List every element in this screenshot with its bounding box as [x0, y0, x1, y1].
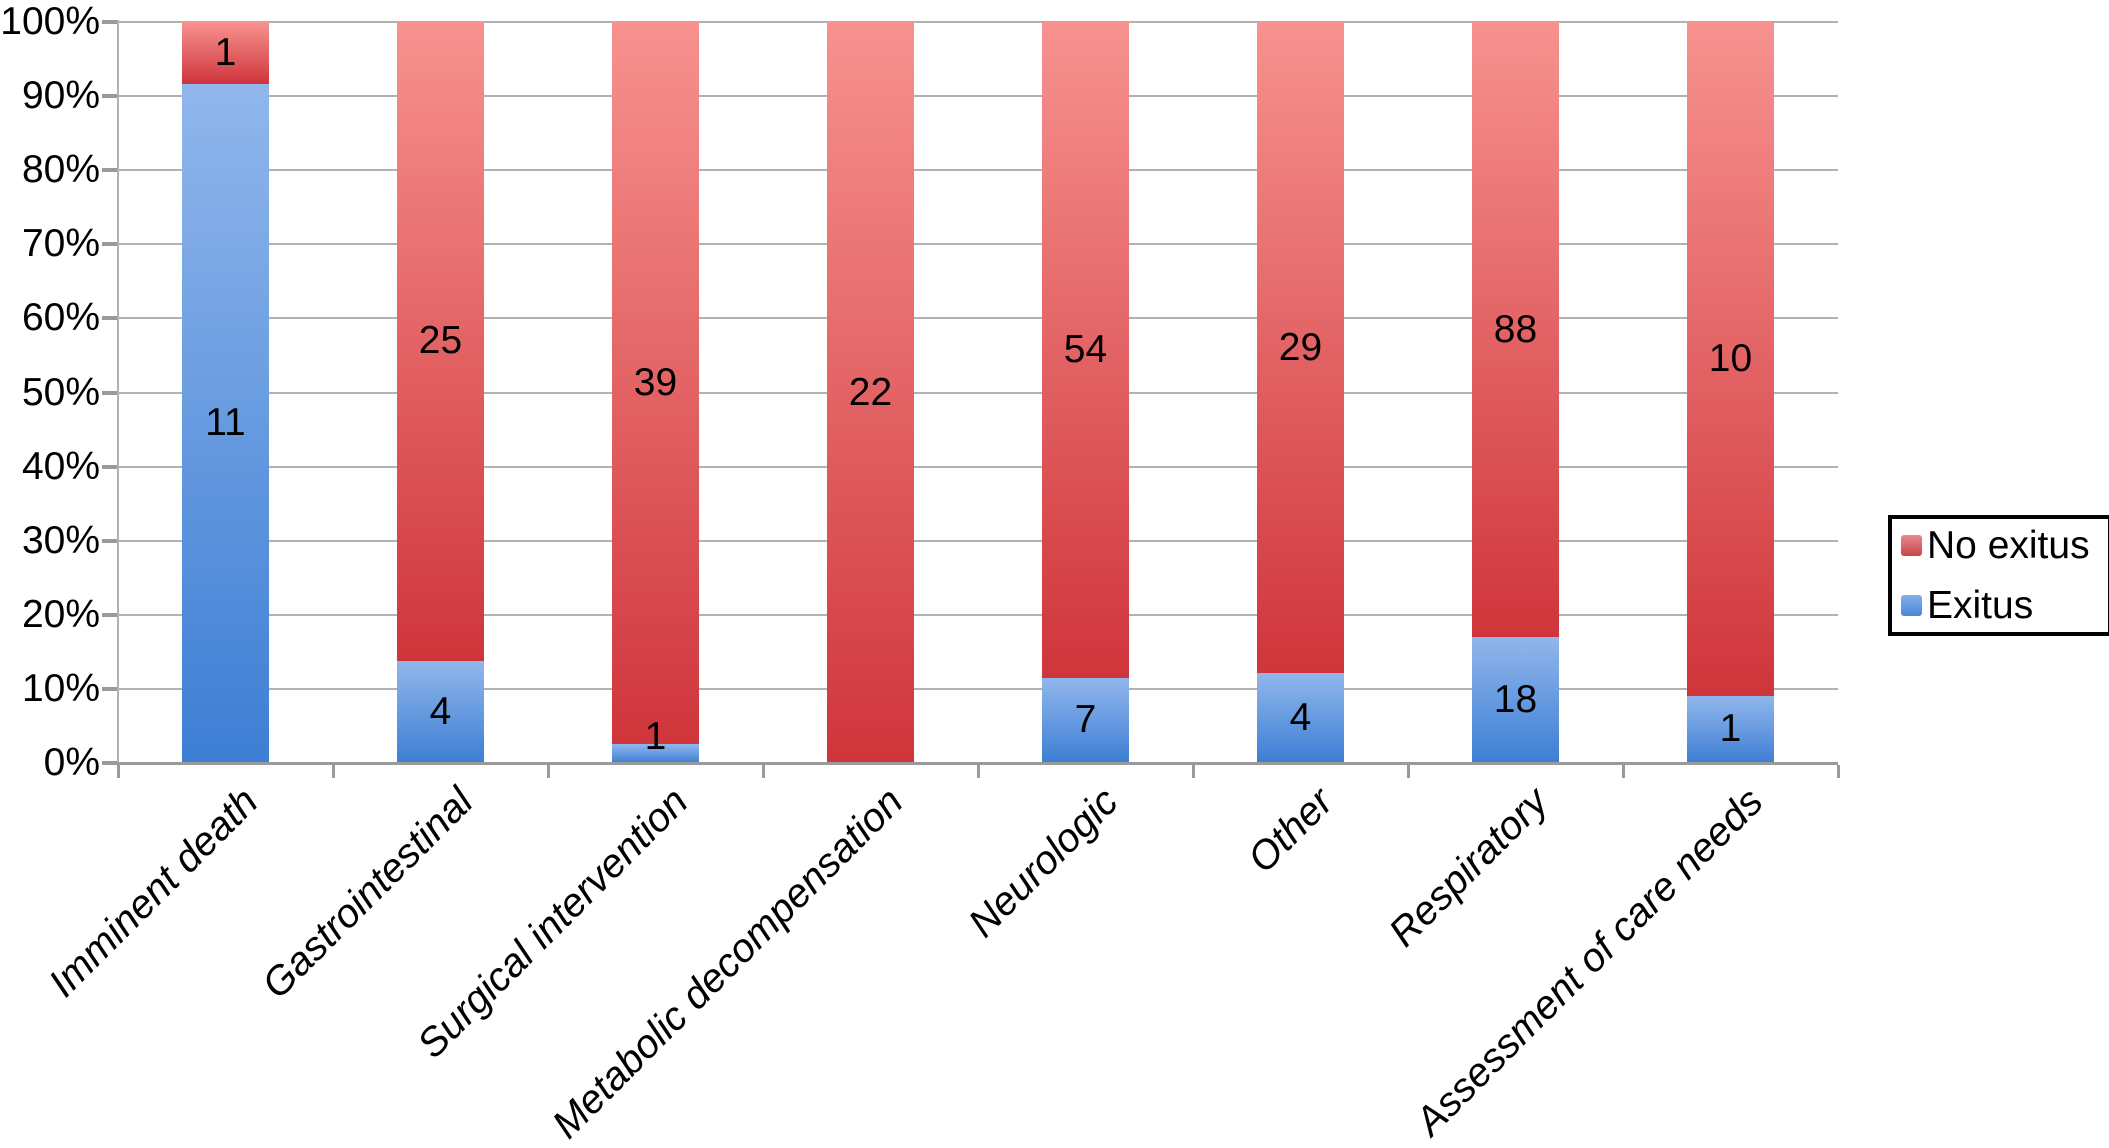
y-axis-tick — [102, 390, 118, 395]
gridline — [118, 243, 1838, 246]
x-axis-tick — [1407, 765, 1410, 778]
legend-swatch-no-exitus — [1901, 535, 1922, 556]
x-axis-tick — [547, 765, 550, 778]
y-axis-label: 50% — [21, 370, 100, 414]
bar-segment-no-exitus — [397, 22, 484, 661]
gridline — [118, 687, 1838, 690]
gridline — [118, 317, 1838, 320]
y-axis-label: 40% — [21, 444, 100, 488]
gridline — [118, 539, 1838, 542]
legend-swatch-exitus — [1901, 595, 1922, 616]
y-axis-label: 90% — [21, 74, 100, 118]
bar-segment-no-exitus — [1472, 22, 1559, 638]
x-axis-tick — [332, 765, 335, 778]
bar-segment-no-exitus — [612, 22, 699, 745]
segment-label: 4 — [429, 689, 452, 733]
y-axis-label: 20% — [21, 592, 100, 636]
y-axis-label: 60% — [21, 296, 100, 340]
gridline — [118, 465, 1838, 468]
bar-segment-no-exitus — [182, 22, 269, 84]
bar-segment-no-exitus — [1042, 22, 1129, 678]
y-axis-tick — [102, 464, 118, 469]
segment-label: 18 — [1493, 678, 1538, 722]
y-axis-tick — [102, 538, 118, 543]
y-axis-tick — [102, 242, 118, 247]
bar-segment-no-exitus — [1687, 22, 1774, 696]
segment-label: 10 — [1708, 336, 1753, 380]
legend-label-no-exitus: No exitus — [1927, 523, 2090, 567]
x-axis-tick — [977, 765, 980, 778]
segment-label: 7 — [1074, 698, 1097, 742]
y-axis-tick — [102, 94, 118, 99]
segment-label: 54 — [1063, 327, 1108, 371]
y-axis-tick — [102, 168, 118, 173]
y-axis-tick — [102, 20, 118, 24]
y-axis-label: 0% — [43, 741, 100, 784]
x-axis-tick — [1192, 765, 1195, 778]
segment-label: 1 — [644, 715, 667, 758]
bar-segment-exitus — [1042, 677, 1129, 763]
segment-label: 88 — [1493, 307, 1538, 351]
y-axis-tick — [102, 316, 118, 321]
bar-segment-exitus — [397, 660, 484, 763]
legend-label-exitus: Exitus — [1927, 583, 2034, 627]
segment-label: 29 — [1278, 325, 1323, 369]
legend-item-no-exitus: No exitus — [1901, 523, 2108, 569]
segment-label: 22 — [848, 370, 893, 414]
x-axis-tick — [1622, 765, 1625, 778]
gridline — [118, 21, 1838, 23]
bar-segment-exitus — [182, 83, 269, 763]
y-axis-tick — [102, 612, 118, 617]
segment-label: 4 — [1289, 696, 1312, 740]
x-axis-tick — [762, 765, 765, 778]
legend-item-exitus: Exitus — [1901, 583, 2108, 629]
y-axis-tick — [102, 686, 118, 691]
bar-segment-exitus — [1687, 695, 1774, 763]
x-axis-line — [103, 762, 1838, 765]
gridline — [118, 95, 1838, 98]
segment-label: 11 — [205, 401, 246, 445]
bar-segment-exitus — [1257, 673, 1344, 763]
bar-segment-exitus — [1472, 637, 1559, 763]
x-axis-tick — [117, 765, 120, 778]
gridline — [118, 169, 1838, 172]
gridline — [118, 613, 1838, 616]
segment-label: 1 — [214, 30, 237, 74]
y-axis-label: 30% — [21, 518, 100, 562]
y-axis-label: 80% — [21, 148, 100, 192]
segment-label: 39 — [633, 361, 678, 405]
gridline — [118, 391, 1838, 394]
y-axis-label: 100% — [0, 0, 100, 43]
x-axis-tick — [1837, 765, 1840, 778]
y-axis-label: 70% — [21, 222, 100, 266]
bar-segment-no-exitus — [827, 22, 914, 763]
bar-segment-exitus — [612, 744, 699, 763]
y-axis-label: 10% — [21, 666, 100, 710]
y-axis-line — [117, 20, 119, 763]
legend: No exitus Exitus — [1888, 515, 2109, 636]
segment-label: 1 — [1719, 707, 1742, 751]
bar-segment-no-exitus — [1257, 22, 1344, 674]
segment-label: 25 — [418, 319, 463, 363]
